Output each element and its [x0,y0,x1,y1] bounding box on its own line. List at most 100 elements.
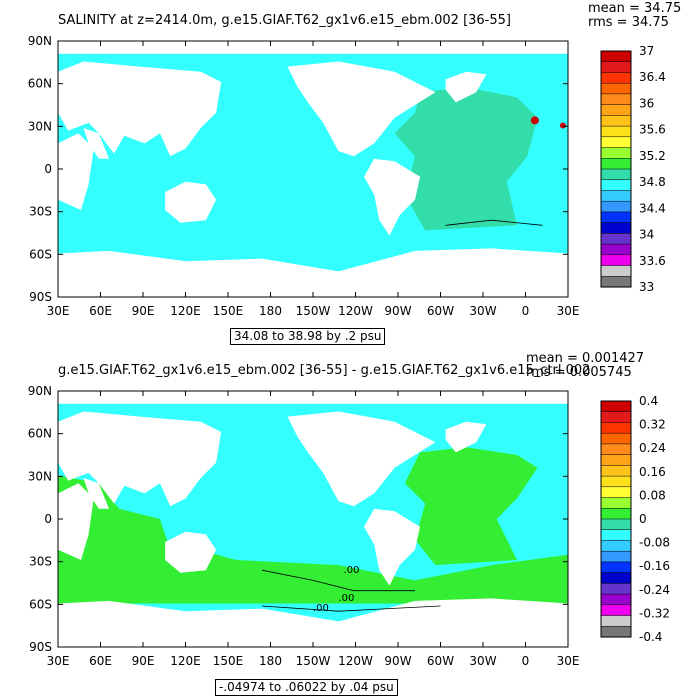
colorbar-swatch [600,561,632,574]
antarctica-land [58,248,568,297]
colorbar-swatch [600,443,632,456]
x-tick-label: 90E [132,654,155,668]
colorbar-label: 35.6 [639,123,666,137]
north-america-land [287,61,436,157]
x-tick-label: 30E [47,304,70,318]
arabia-india-land [83,128,109,159]
colorbar-swatch [600,125,632,138]
colorbar-label: 0.16 [639,465,666,479]
colorbar-swatch [600,233,632,245]
colorbar-swatch [600,168,632,181]
colorbar-swatch [600,422,632,434]
map-title: g.e15.GIAF.T62_gx1v6.e15_ebm.002 [36-55]… [58,363,591,378]
colorbar-swatch [600,222,632,234]
x-tick-label: 120W [338,304,373,318]
colorbar-swatch [600,243,632,256]
y-tick-label: 30S [29,555,52,569]
colorbar-swatch [600,82,632,95]
contour-label: .00 [313,603,329,614]
colorbar-swatch [600,265,632,277]
africa-land [58,133,94,210]
x-tick-label: 30W [469,304,496,318]
colorbar-label: -0.32 [639,606,670,620]
colorbar-swatch [600,276,632,288]
colorbar-swatch [600,211,632,224]
atlantic-positive [404,447,538,566]
colorbar-swatch [600,432,632,445]
y-tick-label: 60N [28,427,52,441]
greenland-land [445,421,487,453]
salinity-map: 30E 60E 90E 120E 150E 180 150W 120W 90W 60W 30W 0 30… [28,34,666,318]
europe-asia-land [58,61,222,157]
colorbar-swatch [600,454,632,466]
colorbar-swatch [600,147,632,159]
colorbar-swatch [600,179,632,192]
colorbar-swatch [600,593,632,606]
mediterranean-high-salinity [530,116,539,125]
colorbar-swatch [600,72,632,84]
colorbar-swatch [600,254,632,267]
colorbar-swatch [600,50,632,63]
colorbar-swatch [600,626,632,638]
colorbar-swatch [600,136,632,149]
colorbar-swatch [600,411,632,424]
mean-stat: mean = 0.001427 [526,351,645,366]
x-tick-label: 30E [557,304,580,318]
x-tick-label: 60E [89,654,112,668]
contour-label: .00 [344,565,360,576]
africa-land [58,483,94,560]
colorbar-label: 35.2 [639,149,666,163]
y-tick-label: 60N [28,77,52,91]
colorbar-swatch [600,190,632,202]
australia-land [165,531,217,573]
colorbar-swatch [600,400,632,413]
x-tick-label: 180 [259,304,282,318]
south-america-land [364,508,421,586]
atlantic-saline-region [394,87,538,231]
contour-line [261,569,415,592]
colorbar-swatch [600,518,632,531]
colorbar-swatch [600,158,632,170]
x-tick-label: 0 [522,654,530,668]
x-tick-label: 150W [296,654,331,668]
y-tick-label: 90S [29,290,52,304]
x-tick-label: 0 [522,304,530,318]
colorbar-swatch [600,550,632,563]
x-tick-label: 30E [557,654,580,668]
north-america-land [287,411,436,507]
y-tick-label: 30S [29,205,52,219]
colorbar-swatch [600,61,632,74]
colorbar-swatch [600,200,632,213]
colorbar-label: 0.24 [639,441,666,455]
colorbar-label: 33.6 [639,254,666,268]
colorbar-frame [600,50,632,288]
x-tick-label: 30E [47,654,70,668]
contour-label: .00 [339,593,355,604]
colorbar-swatch [600,604,632,617]
salinity-difference-map: .00 .00 .00 30E 60E 90E 120E 150E 180 150W 120W 90W… [28,384,670,668]
rms-stat: rms = 0.005745 [526,365,632,380]
x-tick-label: 120W [338,654,373,668]
contour-range-box: -.04974 to .06022 by .04 psu [215,679,398,697]
x-tick-label: 60E [89,304,112,318]
colorbar-swatch [600,486,632,499]
colorbar-label: -0.08 [639,536,670,550]
antarctica-land [58,598,568,647]
colorbar-swatch [600,93,632,106]
colorbar-label: 37 [639,44,654,58]
x-tick-label: 60W [427,304,454,318]
y-tick-label: 0 [44,512,52,526]
y-tick-label: 30N [28,119,52,133]
colorbar-swatch [600,104,632,116]
contour-range-box: 34.08 to 38.98 by .2 psu [230,328,386,346]
salinity-map-panel: 30E 60E 90E 120E 150E 180 150W 120W 90W 60W 30W 0 30… [28,2,681,346]
x-tick-label: 120E [170,304,201,318]
colorbar-swatch [600,465,632,477]
x-tick-label: 150E [213,654,244,668]
greenland-land [445,71,487,103]
y-tick-label: 60S [29,597,52,611]
x-tick-label: 30W [469,654,496,668]
colorbar-label: 34.8 [639,175,666,189]
y-tick-label: 60S [29,247,52,261]
colorbar-swatch [600,615,632,627]
